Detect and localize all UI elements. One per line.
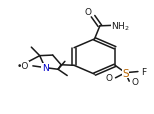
Text: N: N	[42, 63, 49, 72]
Text: •O: •O	[16, 62, 29, 71]
Text: F: F	[141, 67, 146, 76]
Text: O: O	[132, 78, 139, 87]
Text: O: O	[84, 8, 91, 16]
Text: S: S	[122, 68, 129, 78]
Text: NH$_2$: NH$_2$	[111, 20, 130, 32]
Text: O: O	[106, 74, 113, 83]
